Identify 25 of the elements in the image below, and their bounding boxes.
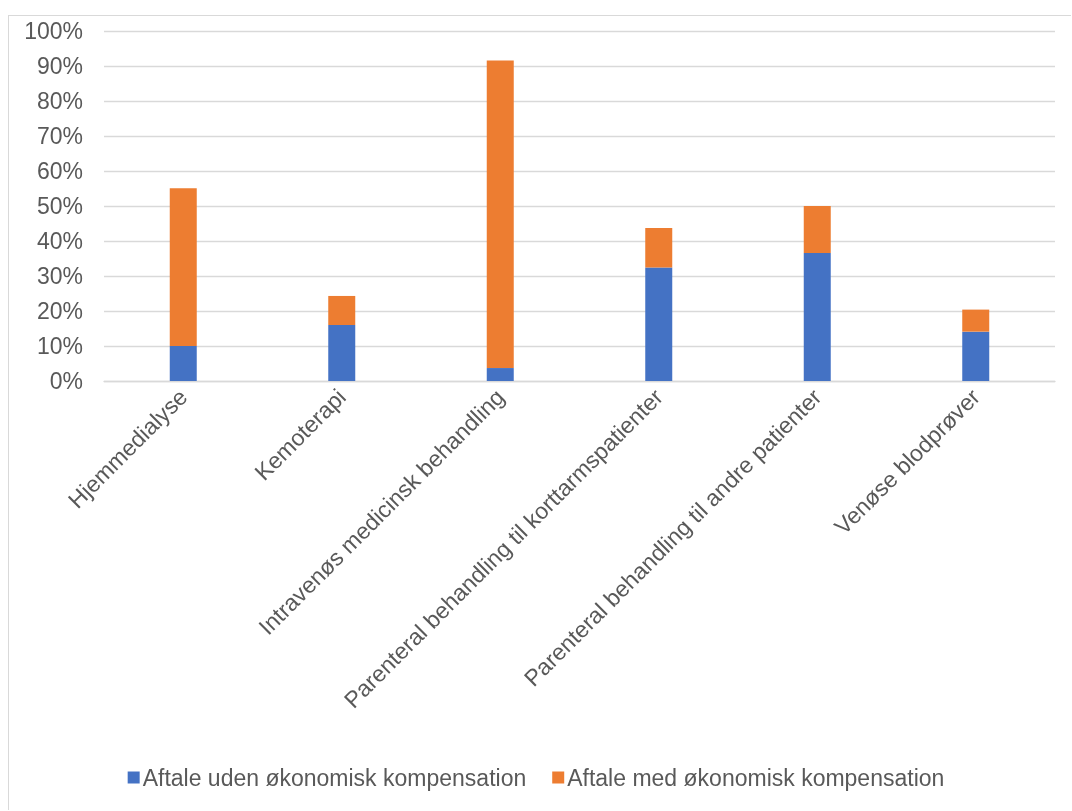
bar: [328, 295, 356, 325]
legend-label: Aftale med økonomisk kompensation: [567, 764, 945, 791]
y-tick-label: 40%: [36, 228, 83, 254]
bar: [486, 60, 514, 369]
bar: [962, 309, 990, 332]
y-tick-label: 30%: [36, 263, 83, 289]
y-tick-label: 80%: [36, 88, 83, 114]
bar: [328, 325, 356, 381]
y-tick-label: 90%: [36, 53, 83, 79]
y-tick-label: 10%: [36, 333, 83, 359]
bar: [486, 368, 514, 381]
bar: [803, 206, 831, 253]
bar: [169, 188, 197, 346]
bar: [169, 346, 197, 381]
bar: [645, 228, 673, 268]
bar: [645, 267, 673, 381]
legend-label: Aftale uden økonomisk kompensation: [142, 764, 527, 791]
y-tick-label: 20%: [36, 298, 83, 324]
y-tick-label: 100%: [24, 18, 83, 44]
y-tick-label: 70%: [36, 123, 83, 149]
bar: [962, 331, 990, 381]
y-tick-label: 0%: [49, 368, 83, 394]
y-tick-label: 50%: [36, 193, 83, 219]
bar: [803, 252, 831, 381]
y-tick-label: 60%: [36, 158, 83, 184]
